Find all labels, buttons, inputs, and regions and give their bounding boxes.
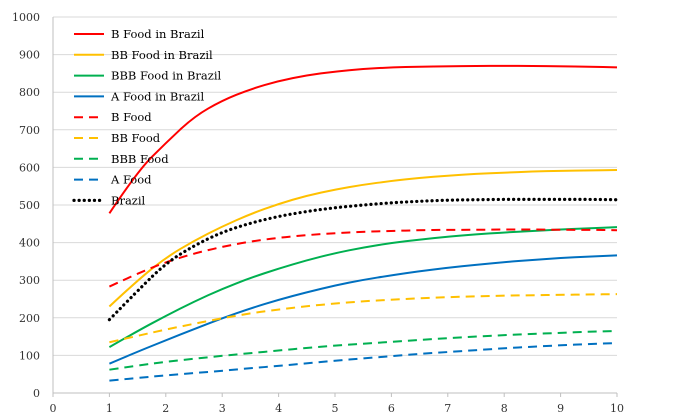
y-tick-label: 600 (19, 161, 40, 174)
legend: B Food in Brazil BB Food in Brazil BBB Foo… (72, 27, 222, 207)
gridlines (53, 16, 617, 356)
legend-label: A Food in Brazil (110, 89, 204, 103)
series-line-bbb-food (109, 329, 618, 371)
series-line-a-food (109, 341, 618, 382)
series-line-a-food-in-brazil (109, 254, 618, 365)
x-tick-label: 0 (50, 402, 57, 415)
y-tick-label: 200 (19, 312, 40, 325)
x-tick-label: 10 (610, 402, 624, 415)
y-tick-label: 100 (19, 349, 40, 362)
x-tick-label: 1 (106, 402, 113, 415)
legend-label: B Food (111, 110, 152, 124)
x-tick-label: 9 (557, 402, 564, 415)
series-lines (107, 64, 619, 382)
x-tick-label: 2 (162, 402, 169, 415)
legend-label: A Food (110, 173, 152, 187)
x-tick-label: 4 (275, 402, 282, 415)
series-line-brazil (107, 197, 619, 322)
legend-label: Brazil (111, 193, 146, 207)
legend-label: BB Food (111, 131, 161, 145)
legend-label: BB Food in Brazil (111, 48, 213, 62)
y-tick-label: 0 (33, 387, 40, 400)
legend-label: BBB Food (111, 152, 169, 166)
series-line-bb-food (109, 293, 618, 344)
y-tick-label: 700 (19, 124, 40, 137)
series-line-b-food-in-brazil (108, 64, 618, 214)
y-tick-label: 400 (19, 237, 40, 250)
y-tick-label: 300 (19, 274, 40, 287)
legend-label: B Food in Brazil (111, 27, 205, 41)
axes (52, 17, 618, 397)
x-tick-label: 3 (219, 402, 226, 415)
x-tick-label: 6 (388, 402, 395, 415)
y-tick-label: 500 (19, 199, 40, 212)
legend-label: BBB Food in Brazil (111, 69, 222, 83)
y-tick-label: 800 (19, 86, 40, 99)
x-tick-label: 5 (332, 402, 339, 415)
x-tick-label: 8 (501, 402, 508, 415)
series-line-bb-food-in-brazil (108, 169, 618, 308)
x-axis-tick-labels: 0 1 2 3 4 5 6 7 8 9 10 (50, 402, 625, 415)
x-tick-label: 7 (444, 402, 451, 415)
series-line-b-food (108, 228, 618, 288)
y-axis-tick-labels: 0 100 200 300 400 500 600 700 800 900 1000 (12, 11, 40, 400)
y-tick-label: 1000 (12, 11, 40, 24)
series-line-bbb-food-in-brazil (108, 226, 618, 348)
y-tick-label: 900 (19, 49, 40, 62)
